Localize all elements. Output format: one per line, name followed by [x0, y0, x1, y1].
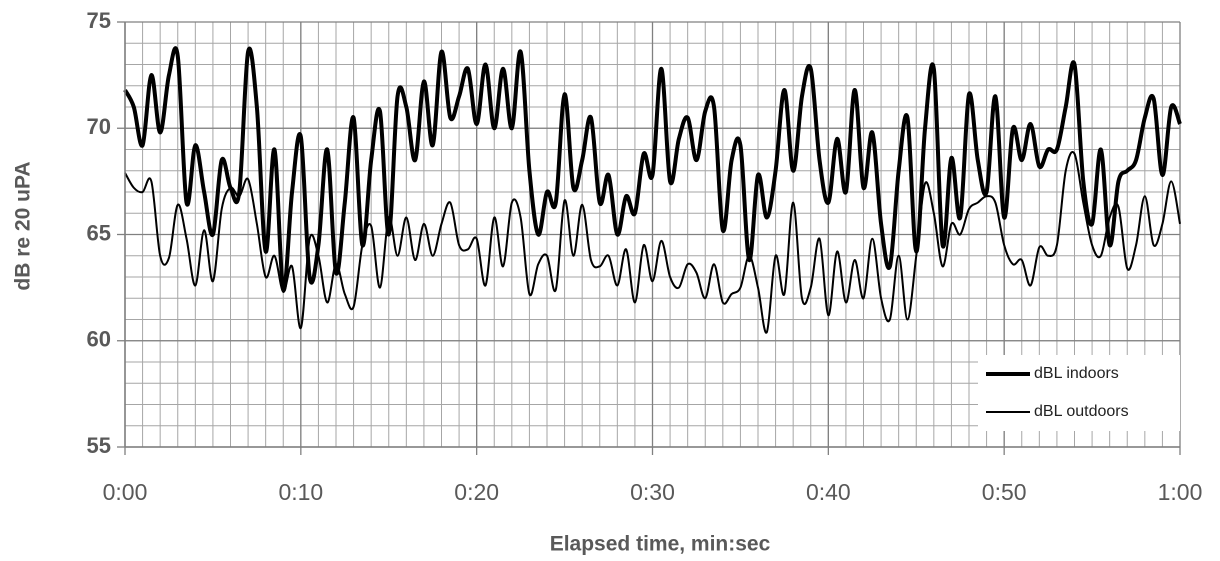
plot-lines [123, 46, 1182, 334]
x-tick-label: 0:40 [806, 479, 851, 505]
line-series [123, 46, 1182, 292]
y-tick-label: 55 [87, 433, 111, 458]
line-series [124, 151, 1181, 334]
x-axis-label: Elapsed time, min:sec [550, 533, 771, 556]
legend-box [978, 355, 1180, 431]
x-tick-label: 0:10 [278, 479, 323, 505]
y-axis-label: dB re 20 uPA [12, 161, 35, 290]
legend-label: dBL indoors [1034, 365, 1119, 382]
y-tick-label: 60 [87, 327, 111, 352]
x-tick-label: 0:20 [454, 479, 499, 505]
x-tick-label: 0:50 [982, 479, 1027, 505]
legend-label: dBL outdoors [1034, 403, 1129, 420]
axes: 55 60 65 70 75 0:00 0:10 0:20 0:30 0:40 0:50 1:00 [87, 8, 1203, 505]
y-tick-label: 70 [87, 114, 111, 139]
y-tick-label: 75 [87, 8, 111, 33]
x-tick-label: 0:30 [630, 479, 675, 505]
x-tick-label: 0:00 [103, 479, 148, 505]
x-tick-label: 1:00 [1158, 479, 1203, 505]
y-tick-label: 65 [87, 220, 111, 245]
